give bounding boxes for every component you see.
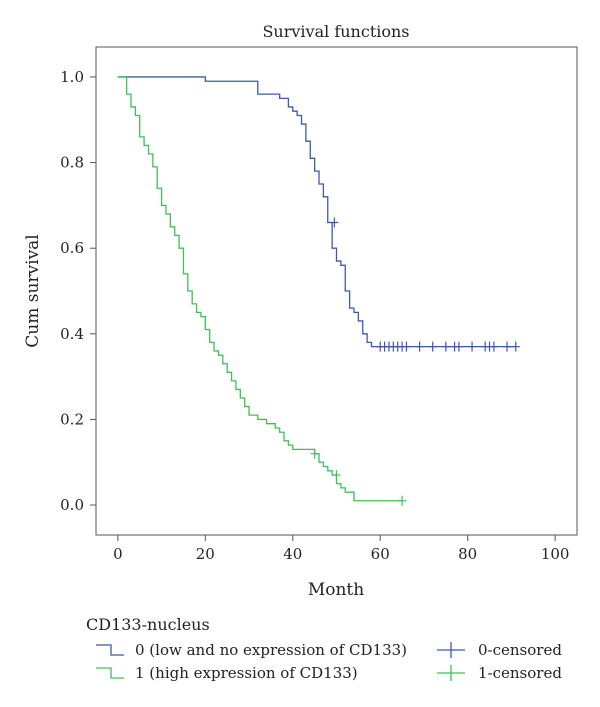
series-0-censor-mark bbox=[468, 341, 477, 352]
legend-title: CD133-nucleus bbox=[86, 615, 210, 634]
legend-entry-label: 1 (high expression of CD133) bbox=[135, 664, 358, 682]
legend-entry-label: 0-censored bbox=[478, 641, 562, 659]
y-tick-label: 0.4 bbox=[60, 325, 84, 343]
legend-entry-label: 0 (low and no expression of CD133) bbox=[135, 641, 407, 659]
series-0-censor-mark bbox=[489, 341, 498, 352]
series-0-censor-mark bbox=[428, 341, 437, 352]
chart-title: Survival functions bbox=[262, 22, 409, 41]
series-0-censor-mark bbox=[454, 341, 463, 352]
series-0-censor-mark bbox=[441, 341, 450, 352]
series-0-censor-mark bbox=[511, 341, 520, 352]
x-tick-label: 60 bbox=[371, 545, 390, 563]
series-layer bbox=[117, 76, 520, 506]
x-tick-label: 20 bbox=[196, 545, 215, 563]
x-axis: 0 20 40 60 80 100 bbox=[113, 535, 569, 563]
y-axis: 0.0 0.2 0.4 0.6 0.8 1.0 bbox=[60, 68, 96, 514]
series-0-censor-mark bbox=[415, 341, 424, 352]
legend: CD133-nucleus 0 (low and no expression o… bbox=[86, 615, 562, 682]
x-axis-title: Month bbox=[308, 580, 364, 600]
legend-step-swatch bbox=[96, 667, 124, 679]
series-1-censor-mark bbox=[332, 470, 341, 481]
series-1-censor-mark bbox=[310, 448, 319, 459]
series-1-step-line bbox=[117, 76, 403, 502]
x-tick-label: 100 bbox=[541, 545, 570, 563]
series-0-censor-mark bbox=[402, 341, 411, 352]
legend-entry-label: 1-censored bbox=[478, 664, 562, 682]
plot-frame bbox=[95, 46, 578, 536]
x-tick-label: 0 bbox=[113, 545, 123, 563]
y-tick-label: 0.0 bbox=[60, 496, 84, 514]
series-1-censor-mark bbox=[398, 495, 407, 506]
y-axis-title: Cum survival bbox=[23, 234, 43, 348]
series-0-censor-mark bbox=[330, 217, 339, 228]
legend-step-swatch bbox=[96, 644, 124, 656]
legend-censor-swatch bbox=[437, 642, 465, 658]
y-tick-label: 0.2 bbox=[60, 410, 84, 428]
series-0-step-line bbox=[117, 76, 516, 348]
legend-censor-swatch bbox=[437, 665, 465, 681]
series-0-censor-mark bbox=[503, 341, 512, 352]
y-tick-label: 1.0 bbox=[60, 68, 84, 86]
y-tick-label: 0.8 bbox=[60, 154, 84, 172]
x-tick-label: 80 bbox=[458, 545, 477, 563]
y-tick-label: 0.6 bbox=[60, 239, 84, 257]
x-tick-label: 40 bbox=[283, 545, 302, 563]
